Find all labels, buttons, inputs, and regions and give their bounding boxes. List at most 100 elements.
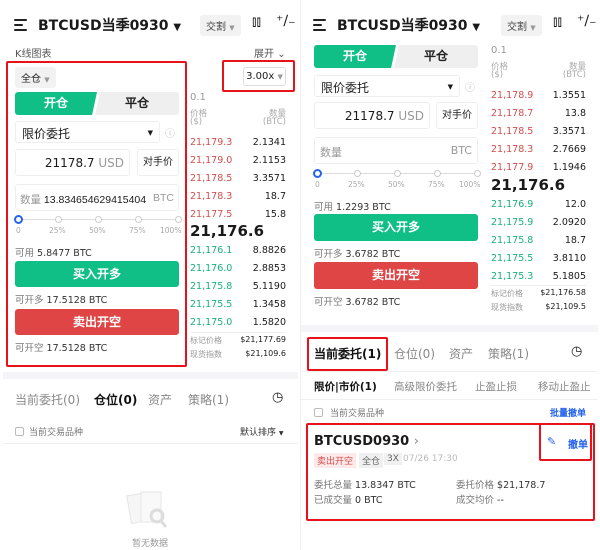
instrument-selector[interactable]: BTCUSD当季0930 ▼ bbox=[38, 15, 181, 35]
slider-stop[interactable] bbox=[433, 170, 441, 177]
bid-price[interactable]: 21,176.1 bbox=[190, 245, 233, 256]
bid-price[interactable]: 21,175.8 bbox=[491, 235, 534, 246]
precision-dropdown[interactable]: 0.1 bbox=[190, 92, 206, 103]
contract-type-dropdown[interactable]: 交割 ▼ bbox=[200, 15, 241, 36]
quantity-slider[interactable]: 0 25% 50% 75% 100% bbox=[14, 215, 182, 235]
max-short: 可开空 17.5128 BTC bbox=[15, 343, 108, 354]
counterparty-price-button[interactable]: 对手价 bbox=[137, 149, 179, 176]
current-instrument-checkbox[interactable] bbox=[314, 408, 323, 417]
current-instrument-checkbox[interactable] bbox=[15, 427, 24, 436]
batch-cancel-button[interactable]: 批量撤单 bbox=[550, 409, 587, 419]
tab-open[interactable]: 开仓 bbox=[15, 92, 97, 115]
tab-assets[interactable]: 资产 bbox=[449, 347, 474, 361]
instrument-selector[interactable]: BTCUSD当季0930 ▼ bbox=[337, 15, 480, 35]
tab-strategies[interactable]: 策略(1) bbox=[488, 347, 529, 361]
ask-price[interactable]: 21,179.3 bbox=[190, 137, 233, 148]
history-clock-icon[interactable]: ◷ bbox=[272, 390, 284, 405]
price-input[interactable]: 21178.7 USD bbox=[314, 102, 430, 129]
sort-dropdown[interactable]: 默认排序 ▼ bbox=[240, 428, 284, 438]
buy-long-button[interactable]: 买入开多 bbox=[314, 214, 478, 241]
candlestick-chart-icon[interactable]: ⫾⫾ bbox=[252, 14, 261, 30]
subtab[interactable]: 高级限价委托 bbox=[394, 381, 457, 393]
ask-quantity: 15.8 bbox=[264, 209, 286, 220]
slider-stop[interactable] bbox=[473, 170, 481, 177]
bid-price[interactable]: 21,175.5 bbox=[491, 253, 534, 264]
bid-price[interactable]: 21,176.9 bbox=[491, 199, 534, 210]
ask-price[interactable]: 21,178.3 bbox=[190, 191, 233, 202]
sell-short-button[interactable]: 卖出开空 bbox=[314, 262, 478, 289]
tab-orders[interactable]: 当前委托(0) bbox=[15, 393, 80, 407]
expand-button[interactable]: 展开 ⌄ bbox=[254, 45, 286, 60]
caret-down-icon: ▼ bbox=[173, 22, 182, 33]
order-form-highlight bbox=[6, 61, 187, 367]
bid-quantity: 2.0920 bbox=[552, 217, 586, 228]
quantity-input[interactable]: 数量 BTC bbox=[314, 137, 478, 164]
tab-positions[interactable]: 仓位(0) bbox=[394, 347, 435, 361]
current-instrument-label: 当前交易品种 bbox=[29, 428, 84, 438]
quantity-input[interactable]: 数量 13.834654629415404 BTC bbox=[15, 184, 179, 211]
bid-price[interactable]: 21,175.3 bbox=[491, 271, 534, 282]
tab-open[interactable]: 开仓 bbox=[314, 45, 396, 68]
plus-minus-calculator-icon[interactable]: ⁺∕₋ bbox=[577, 13, 597, 29]
order-type-label: 限价委托 bbox=[22, 127, 71, 141]
bid-price[interactable]: 21,175.8 bbox=[190, 281, 233, 292]
plus-minus-calculator-icon[interactable]: ⁺∕₋ bbox=[276, 13, 296, 29]
menu-icon[interactable] bbox=[14, 19, 27, 34]
tab-positions[interactable]: 仓位(0) bbox=[94, 393, 138, 407]
margin-mode-dropdown[interactable]: 全仓 ▼ bbox=[15, 67, 56, 88]
history-clock-icon[interactable]: ◷ bbox=[571, 344, 583, 359]
ask-price[interactable]: 21,178.5 bbox=[190, 173, 233, 184]
caret-down-icon: ▼ bbox=[147, 129, 153, 137]
quantity-slider[interactable]: 0 25% 50% 75% 100% bbox=[313, 169, 481, 189]
sell-short-button[interactable]: 卖出开空 bbox=[15, 309, 179, 335]
caret-down-icon: ▼ bbox=[472, 22, 481, 33]
leverage-dropdown[interactable]: 3.00x ▼ bbox=[243, 67, 286, 86]
ask-price[interactable]: 21,177.5 bbox=[190, 209, 233, 220]
tab-close[interactable]: 平仓 bbox=[394, 45, 478, 68]
tab-strategies[interactable]: 策略(1) bbox=[188, 393, 229, 407]
slider-stop[interactable] bbox=[94, 216, 102, 223]
ask-price[interactable]: 21,178.3 bbox=[491, 144, 534, 155]
price-unit: USD bbox=[398, 109, 424, 123]
subtab[interactable]: 止盈止损 bbox=[475, 381, 517, 393]
subtab[interactable]: 限价|市价(1) bbox=[314, 381, 377, 393]
edit-order-icon[interactable]: ✎ bbox=[547, 435, 557, 448]
slider-handle[interactable] bbox=[313, 169, 322, 178]
menu-icon[interactable] bbox=[313, 19, 326, 34]
counterparty-price-button[interactable]: 对手价 bbox=[436, 102, 478, 129]
buy-long-button[interactable]: 买入开多 bbox=[15, 261, 179, 287]
slider-stop[interactable] bbox=[134, 216, 142, 223]
price-input[interactable]: 21178.7 USD bbox=[15, 149, 130, 176]
tab-orders[interactable]: 当前委托(1) bbox=[314, 347, 382, 361]
slider-stop[interactable] bbox=[174, 216, 182, 223]
ask-price[interactable]: 21,178.5 bbox=[491, 126, 534, 137]
bid-price[interactable]: 21,175.9 bbox=[491, 217, 534, 228]
bid-price[interactable]: 21,175.0 bbox=[190, 317, 233, 328]
slider-stop[interactable] bbox=[393, 170, 401, 177]
price-unit: ($) bbox=[190, 117, 203, 127]
order-type-select[interactable]: 限价委托 ▼ bbox=[15, 121, 160, 143]
ask-price[interactable]: 21,179.0 bbox=[190, 155, 233, 166]
ask-price[interactable]: 21,177.9 bbox=[491, 162, 534, 173]
ask-price[interactable]: 21,178.9 bbox=[491, 90, 534, 101]
order-type-select[interactable]: 限价委托 ▼ bbox=[314, 75, 460, 97]
slider-stop[interactable] bbox=[353, 170, 361, 177]
cancel-order-button[interactable]: 撤单 bbox=[568, 440, 588, 451]
order-symbol-link[interactable]: BTCUSD0930 › bbox=[314, 434, 419, 449]
contract-type-dropdown[interactable]: 交割 ▼ bbox=[501, 15, 542, 36]
kline-chart-label[interactable]: K线图表 bbox=[15, 49, 52, 60]
bid-price[interactable]: 21,175.5 bbox=[190, 299, 233, 310]
tab-assets[interactable]: 资产 bbox=[148, 393, 173, 407]
ask-price[interactable]: 21,178.7 bbox=[491, 108, 534, 119]
divider bbox=[3, 443, 298, 444]
slider-stop[interactable] bbox=[54, 216, 62, 223]
caret-down-icon: ▼ bbox=[229, 24, 235, 32]
precision-dropdown[interactable]: 0.1 bbox=[491, 45, 507, 56]
subtab[interactable]: 移动止盈止 bbox=[538, 381, 591, 393]
info-icon[interactable]: ⓘ bbox=[165, 129, 175, 140]
info-icon[interactable]: ⓘ bbox=[465, 83, 475, 94]
slider-handle[interactable] bbox=[14, 215, 23, 224]
candlestick-chart-icon[interactable]: ⫾⫾ bbox=[553, 14, 562, 30]
bid-price[interactable]: 21,176.0 bbox=[190, 263, 233, 274]
tab-close[interactable]: 平仓 bbox=[95, 92, 179, 115]
